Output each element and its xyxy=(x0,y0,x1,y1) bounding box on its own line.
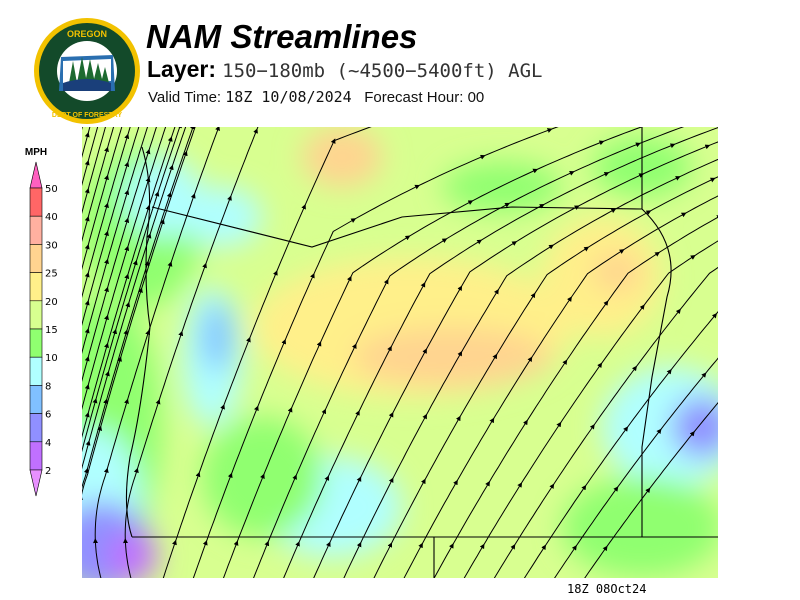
streamline xyxy=(523,311,718,578)
legend-label: 10 xyxy=(45,353,58,364)
valid-time-label: Valid Time: xyxy=(148,89,222,106)
legend-band xyxy=(29,244,43,273)
streamline xyxy=(82,127,123,271)
streamline xyxy=(82,127,194,489)
layer-label: Layer: xyxy=(147,56,217,82)
oregon-department-of-forestry-logo: OREGON DEPT OF FORESTRY xyxy=(34,18,140,124)
legend-label: 25 xyxy=(45,269,58,280)
svg-text:DEPT OF FORESTRY: DEPT OF FORESTRY xyxy=(52,112,122,119)
forecast-hour-label: Forecast Hour: xyxy=(364,89,464,106)
legend-label: 6 xyxy=(45,410,51,421)
svg-text:OREGON: OREGON xyxy=(67,29,107,39)
valid-time-value: 18Z 10/08/2024 xyxy=(225,88,352,106)
legend-band xyxy=(29,356,43,386)
streamline xyxy=(82,127,187,470)
streamline xyxy=(343,158,718,578)
legend-band xyxy=(29,441,43,471)
state-borders xyxy=(125,127,718,578)
streamline xyxy=(162,127,372,578)
page-title: NAM Streamlines xyxy=(146,18,418,55)
legend-band xyxy=(29,385,43,414)
streamline xyxy=(82,127,176,439)
legend-label: 30 xyxy=(45,240,58,251)
streamline xyxy=(82,127,167,411)
legend-top-arrow xyxy=(29,161,43,189)
layer-value: 150−180mb (~4500−5400ft) AGL xyxy=(222,60,543,82)
legend-band xyxy=(29,215,43,245)
wind-speed-legend: MPH 50 40 30 25 20 15 10 8 6 4 2 xyxy=(25,147,58,497)
streamline xyxy=(82,127,157,383)
legend-band xyxy=(29,328,43,358)
forecast-hour-value: 00 xyxy=(467,89,485,106)
legend-band xyxy=(29,187,43,217)
legend-label: 8 xyxy=(45,381,51,392)
streamline xyxy=(373,176,718,578)
streamline-map xyxy=(82,127,718,578)
streamline xyxy=(82,127,106,215)
layer-info: Layer: 150−180mb (~4500−5400ft) AGL xyxy=(147,56,542,83)
legend-band xyxy=(29,300,43,330)
legend-band xyxy=(29,413,43,443)
map-timestamp: 18Z 08Oct24 xyxy=(567,582,647,596)
legend-unit: MPH xyxy=(25,147,47,158)
streamline xyxy=(82,127,131,299)
columbia-river-border xyxy=(151,206,643,248)
legend-band xyxy=(29,272,43,302)
streamline xyxy=(82,127,91,159)
streamline xyxy=(82,127,196,495)
legend-label: 50 xyxy=(45,184,58,195)
streamlines xyxy=(82,127,718,578)
legend-label: 40 xyxy=(45,212,58,223)
streamline xyxy=(313,141,718,578)
legend-label: 2 xyxy=(45,466,51,477)
legend-bottom-arrow xyxy=(29,469,43,497)
streamline xyxy=(124,127,259,578)
streamline xyxy=(82,127,115,243)
streamline xyxy=(463,240,718,578)
legend-label: 4 xyxy=(45,438,51,449)
legend-label: 15 xyxy=(45,325,58,336)
legend-label: 20 xyxy=(45,297,58,308)
streamline xyxy=(554,357,718,578)
streamline xyxy=(403,195,718,578)
valid-time-info: Valid Time: 18Z 10/08/2024 Forecast Hour… xyxy=(148,88,484,106)
